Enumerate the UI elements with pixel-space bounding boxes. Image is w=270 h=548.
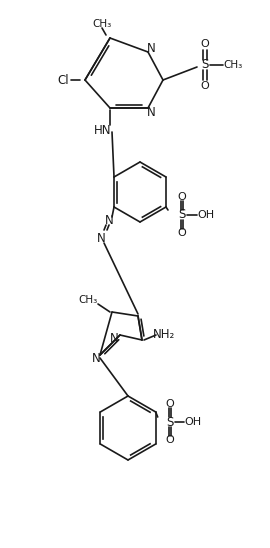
Text: O: O: [201, 81, 209, 91]
Text: CH₃: CH₃: [223, 60, 243, 70]
Text: N: N: [97, 231, 105, 244]
Text: OH: OH: [184, 417, 201, 427]
Text: O: O: [178, 192, 186, 202]
Text: S: S: [178, 208, 186, 221]
Text: NH₂: NH₂: [153, 328, 175, 341]
Text: N: N: [147, 42, 155, 54]
Text: CH₃: CH₃: [78, 295, 98, 305]
Text: N: N: [92, 352, 100, 366]
Text: N: N: [147, 106, 155, 118]
Text: S: S: [166, 415, 173, 429]
Text: HN: HN: [94, 123, 112, 136]
Text: Cl: Cl: [57, 73, 69, 87]
Text: O: O: [201, 39, 209, 49]
Text: O: O: [165, 399, 174, 409]
Text: O: O: [165, 435, 174, 445]
Text: O: O: [178, 228, 186, 238]
Text: N: N: [110, 333, 118, 345]
Text: N: N: [105, 214, 113, 226]
Text: CH₃: CH₃: [92, 19, 112, 29]
Text: S: S: [201, 59, 209, 71]
Text: OH: OH: [197, 210, 215, 220]
